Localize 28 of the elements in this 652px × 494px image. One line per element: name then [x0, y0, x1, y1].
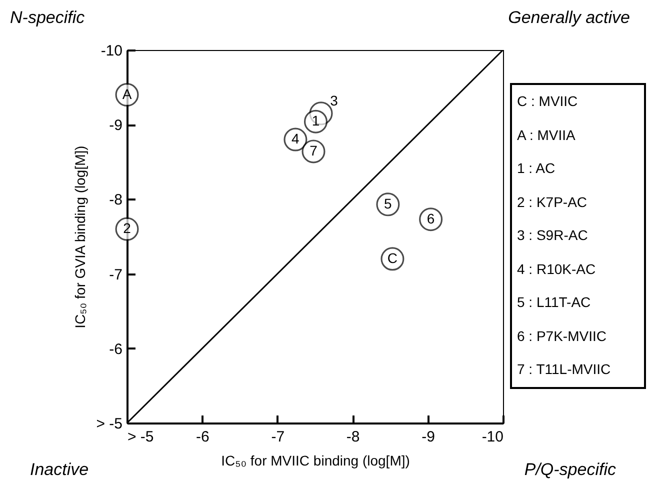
text: P/Q-specific	[524, 460, 616, 480]
x-tick-label: -10	[482, 428, 504, 446]
key-box: C : MVIIC A : MVIIA 1 : AC 2 : K7P-AC 3 : S9R-AC 4 : R10K-AC 5 : L11T-AC 6 : P7K-MVIIC 7 : T11L-MVIIC	[510, 83, 646, 389]
annotation: 6	[426, 210, 435, 226]
text: Generally active	[508, 8, 630, 28]
x-axis-title: IC₅₀ for MVIIC binding (log[M])	[221, 452, 410, 468]
annotation: C	[387, 250, 398, 266]
y-tick-label: -8	[109, 192, 122, 209]
annotation: 7	[310, 142, 318, 158]
annotation: 4	[292, 130, 300, 147]
annotation: 5	[384, 195, 392, 212]
text: Inactive	[30, 460, 89, 480]
y-tick-label: -6	[109, 340, 122, 358]
annotation: 3	[330, 92, 338, 108]
y-axis-title: IC₅₀ for GVIA binding (log[M])	[72, 146, 88, 328]
y-tick-label: -10	[100, 42, 122, 60]
y-tick-label: > -5	[96, 416, 122, 432]
x-tick-label: > -5	[128, 428, 154, 446]
x-tick-label: -8	[346, 428, 360, 446]
y-tick-label: -7	[109, 266, 122, 284]
text: N-specific	[10, 8, 85, 28]
annotation: 2	[123, 220, 132, 236]
x-tick-label: -6	[196, 428, 210, 446]
y-tick-label: -9	[109, 117, 122, 134]
annotation: A	[122, 86, 132, 102]
annotation: 1	[312, 112, 320, 129]
x-tick-label: -9	[422, 428, 435, 446]
x-tick-label: -7	[271, 428, 285, 446]
